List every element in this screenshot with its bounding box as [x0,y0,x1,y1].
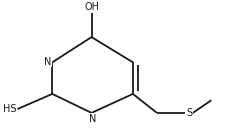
Text: OH: OH [84,2,99,12]
Text: HS: HS [3,104,16,114]
Text: N: N [89,113,96,123]
Text: N: N [44,57,51,67]
Text: S: S [185,108,192,118]
